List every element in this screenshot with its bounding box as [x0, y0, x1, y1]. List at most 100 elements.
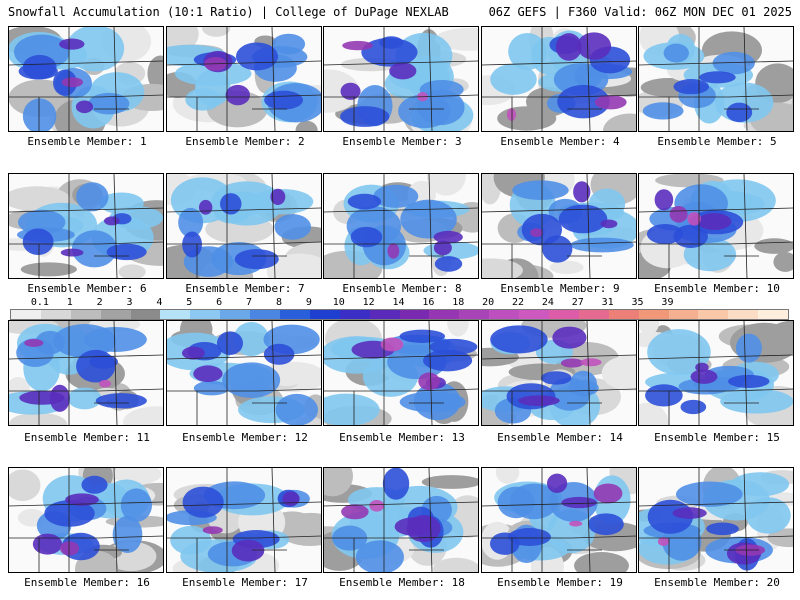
- ensemble-member-map[interactable]: [638, 467, 794, 573]
- snowfall-contour: [342, 40, 373, 51]
- ensemble-member-map[interactable]: [166, 26, 322, 132]
- ensemble-member-map[interactable]: [481, 320, 637, 426]
- snowfall-map: [167, 27, 321, 131]
- terrain-shading: [601, 355, 636, 391]
- state-boundary: [9, 207, 163, 213]
- ensemble-member-map[interactable]: [638, 320, 794, 426]
- colorbar-swatch: [399, 310, 430, 319]
- snowfall-contour: [518, 395, 560, 407]
- snowfall-contour: [120, 488, 152, 522]
- colorbar-swatch: [578, 310, 609, 319]
- state-boundary: [428, 174, 433, 278]
- ensemble-member-map[interactable]: [481, 467, 637, 573]
- snowfall-contour: [89, 354, 118, 369]
- ensemble-member-map[interactable]: [323, 467, 479, 573]
- snowfall-contour: [506, 108, 517, 121]
- ensemble-member-map[interactable]: [8, 26, 164, 132]
- snowfall-contour: [568, 380, 599, 396]
- snowfall-contour: [695, 362, 709, 373]
- state-boundary: [743, 468, 748, 572]
- colorbar-swatch: [489, 310, 520, 319]
- ensemble-member-map[interactable]: [8, 467, 164, 573]
- ensemble-member-label: Ensemble Member: 12: [182, 431, 308, 444]
- snowfall-contour: [347, 193, 382, 210]
- snowfall-contour: [735, 333, 762, 363]
- ensemble-member-map[interactable]: [8, 320, 164, 426]
- terrain-shading: [20, 262, 77, 277]
- colorbar-swatch: [70, 310, 101, 319]
- snowfall-contour: [99, 379, 112, 388]
- ensemble-member-label: Ensemble Member: 3: [342, 135, 462, 148]
- ensemble-member-map[interactable]: [638, 26, 794, 132]
- snowfall-contour: [672, 507, 707, 519]
- terrain-shading: [482, 258, 523, 278]
- snowfall-contour: [398, 94, 451, 129]
- snowfall-contour: [274, 214, 312, 240]
- snowfall-map: [639, 174, 793, 278]
- ensemble-member-label: Ensemble Member: 9: [500, 282, 620, 295]
- ensemble-member-map[interactable]: [638, 173, 794, 279]
- snowfall-contour: [558, 204, 608, 234]
- terrain-shading: [447, 321, 469, 337]
- state-boundary: [586, 321, 591, 425]
- colorbar-swatch: [11, 310, 41, 319]
- terrain-shading: [421, 475, 478, 489]
- snowfall-map: [324, 468, 478, 572]
- ensemble-member-map[interactable]: [166, 173, 322, 279]
- colorbar-swatch: [339, 310, 370, 319]
- chart-title: Snowfall Accumulation (10:1 Ratio) | Col…: [8, 5, 449, 19]
- snowfall-contour: [399, 329, 446, 343]
- snowfall-contour: [726, 102, 753, 123]
- snowfall-contour: [22, 228, 54, 256]
- ensemble-member-label: Ensemble Member: 5: [657, 135, 777, 148]
- snowfall-contour: [530, 228, 543, 238]
- state-boundary: [256, 241, 321, 245]
- colorbar-tick-label: 2: [96, 297, 103, 308]
- state-boundary: [271, 174, 276, 278]
- snowfall-contour: [429, 338, 478, 355]
- snowfall-contour: [75, 100, 94, 114]
- snowfall-map: [9, 174, 163, 278]
- ensemble-member-map[interactable]: [323, 173, 479, 279]
- state-boundary: [728, 241, 793, 245]
- snowfall-contour: [95, 393, 147, 409]
- ensemble-member-label: Ensemble Member: 11: [24, 431, 150, 444]
- snowfall-contour: [81, 475, 108, 494]
- terrain-shading: [118, 264, 146, 278]
- ensemble-member-label: Ensemble Member: 15: [654, 431, 780, 444]
- state-boundary: [571, 388, 636, 392]
- snowfall-contour: [59, 541, 80, 556]
- snowfall-contour: [580, 358, 602, 367]
- snowfall-map: [482, 174, 636, 278]
- snowfall-contour: [680, 399, 707, 415]
- snowfall-contour: [706, 522, 739, 536]
- state-boundary: [428, 321, 433, 425]
- ensemble-member-map[interactable]: [323, 26, 479, 132]
- terrain-shading: [754, 238, 793, 254]
- colorbar-swatch: [758, 310, 789, 319]
- state-boundary: [639, 60, 793, 66]
- ensemble-member-map[interactable]: [166, 320, 322, 426]
- snowfall-map: [9, 27, 163, 131]
- terrain-shading: [773, 252, 793, 272]
- state-boundary: [428, 27, 433, 131]
- ensemble-member-label: Ensemble Member: 6: [27, 282, 147, 295]
- ensemble-member-map[interactable]: [481, 173, 637, 279]
- ensemble-member-map[interactable]: [323, 320, 479, 426]
- snowfall-contour: [720, 388, 793, 414]
- state-boundary: [324, 207, 478, 213]
- state-boundary: [9, 501, 163, 507]
- ensemble-member-label: Ensemble Member: 19: [497, 576, 623, 589]
- state-boundary: [743, 174, 748, 278]
- ensemble-member-map[interactable]: [8, 173, 164, 279]
- colorbar-tick-label: 14: [392, 297, 405, 308]
- terrain-shading: [603, 113, 636, 131]
- snowfall-contour: [282, 491, 300, 507]
- ensemble-member-map[interactable]: [481, 26, 637, 132]
- ensemble-member-map[interactable]: [166, 467, 322, 573]
- colorbar-swatch: [130, 310, 161, 319]
- terrain-shading: [324, 468, 354, 497]
- colorbar-swatch: [190, 310, 221, 319]
- state-boundary: [413, 388, 478, 392]
- ensemble-member-label: Ensemble Member: 16: [24, 576, 150, 589]
